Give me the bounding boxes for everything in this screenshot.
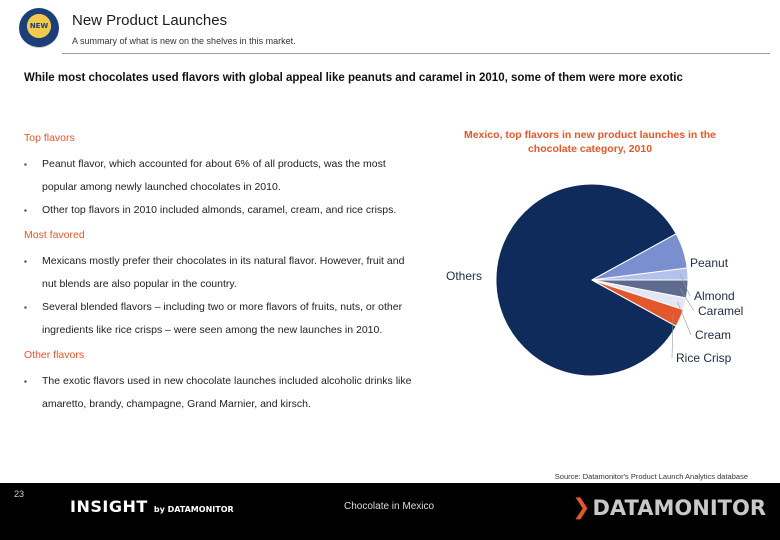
datamonitor-logo: ❯ DATAMONITOR — [572, 495, 766, 520]
bullet-most-favored-1: Mexicans mostly prefer their chocolates … — [24, 250, 414, 296]
section-heading-top-flavors: Top flavors — [24, 132, 75, 144]
footer-bar: 23 INSIGHT by DATAMONITOR Chocolate in M… — [0, 483, 780, 540]
bullet-most-favored-2: Several blended flavors – including two … — [24, 296, 414, 342]
leader-line-rice-crisp — [671, 315, 674, 359]
bullet-top-flavors-2: Other top flavors in 2010 included almon… — [24, 199, 414, 222]
brand-chevron-icon: ❯ — [572, 495, 591, 520]
leader-line-caramel — [679, 288, 695, 312]
pie-label-peanut: Peanut — [690, 256, 729, 270]
brand-text: DATAMONITOR — [592, 495, 767, 520]
pie-slice-rice-crisp — [591, 279, 684, 327]
leader-line-cream — [677, 301, 692, 336]
insight-by-text: by DATAMONITOR — [153, 505, 234, 514]
page-subtitle: A summary of what is new on the shelves … — [72, 36, 296, 46]
header-divider — [62, 53, 770, 54]
bullet-other-flavors-1: The exotic flavors used in new chocolate… — [24, 370, 414, 416]
page-number: 23 — [14, 489, 25, 499]
pie-label-others: Others — [446, 269, 482, 283]
logo-text: NEW — [29, 22, 49, 30]
pie-label-rice-crisp: Rice Crisp — [676, 351, 732, 365]
page-title: New Product Launches — [72, 12, 228, 29]
pie-label-almond: Almond — [694, 289, 735, 303]
pie-label-caramel: Caramel — [698, 304, 743, 318]
pie-slice-others — [495, 183, 677, 377]
new-badge-logo: NEW — [19, 8, 59, 48]
headline: While most chocolates used flavors with … — [24, 72, 683, 84]
bullet-top-flavors-1: Peanut flavor, which accounted for about… — [24, 153, 414, 199]
pie-label-cream: Cream — [695, 328, 731, 342]
leader-line-almond — [679, 274, 691, 297]
chart-title: Mexico, top flavors in new product launc… — [463, 129, 717, 155]
insight-text: INSIGHT — [70, 497, 148, 516]
report-name: Chocolate in Mexico — [344, 501, 435, 512]
section-heading-other-flavors: Other flavors — [24, 349, 85, 361]
section-heading-most-favored: Most favored — [24, 229, 85, 241]
leader-line-peanut — [675, 252, 687, 264]
text-content: Top flavors Peanut flavor, which account… — [24, 129, 414, 416]
source-note: Source: Datamonitor's Product Launch Ana… — [554, 472, 748, 481]
insight-logo: INSIGHT by DATAMONITOR — [70, 497, 234, 516]
